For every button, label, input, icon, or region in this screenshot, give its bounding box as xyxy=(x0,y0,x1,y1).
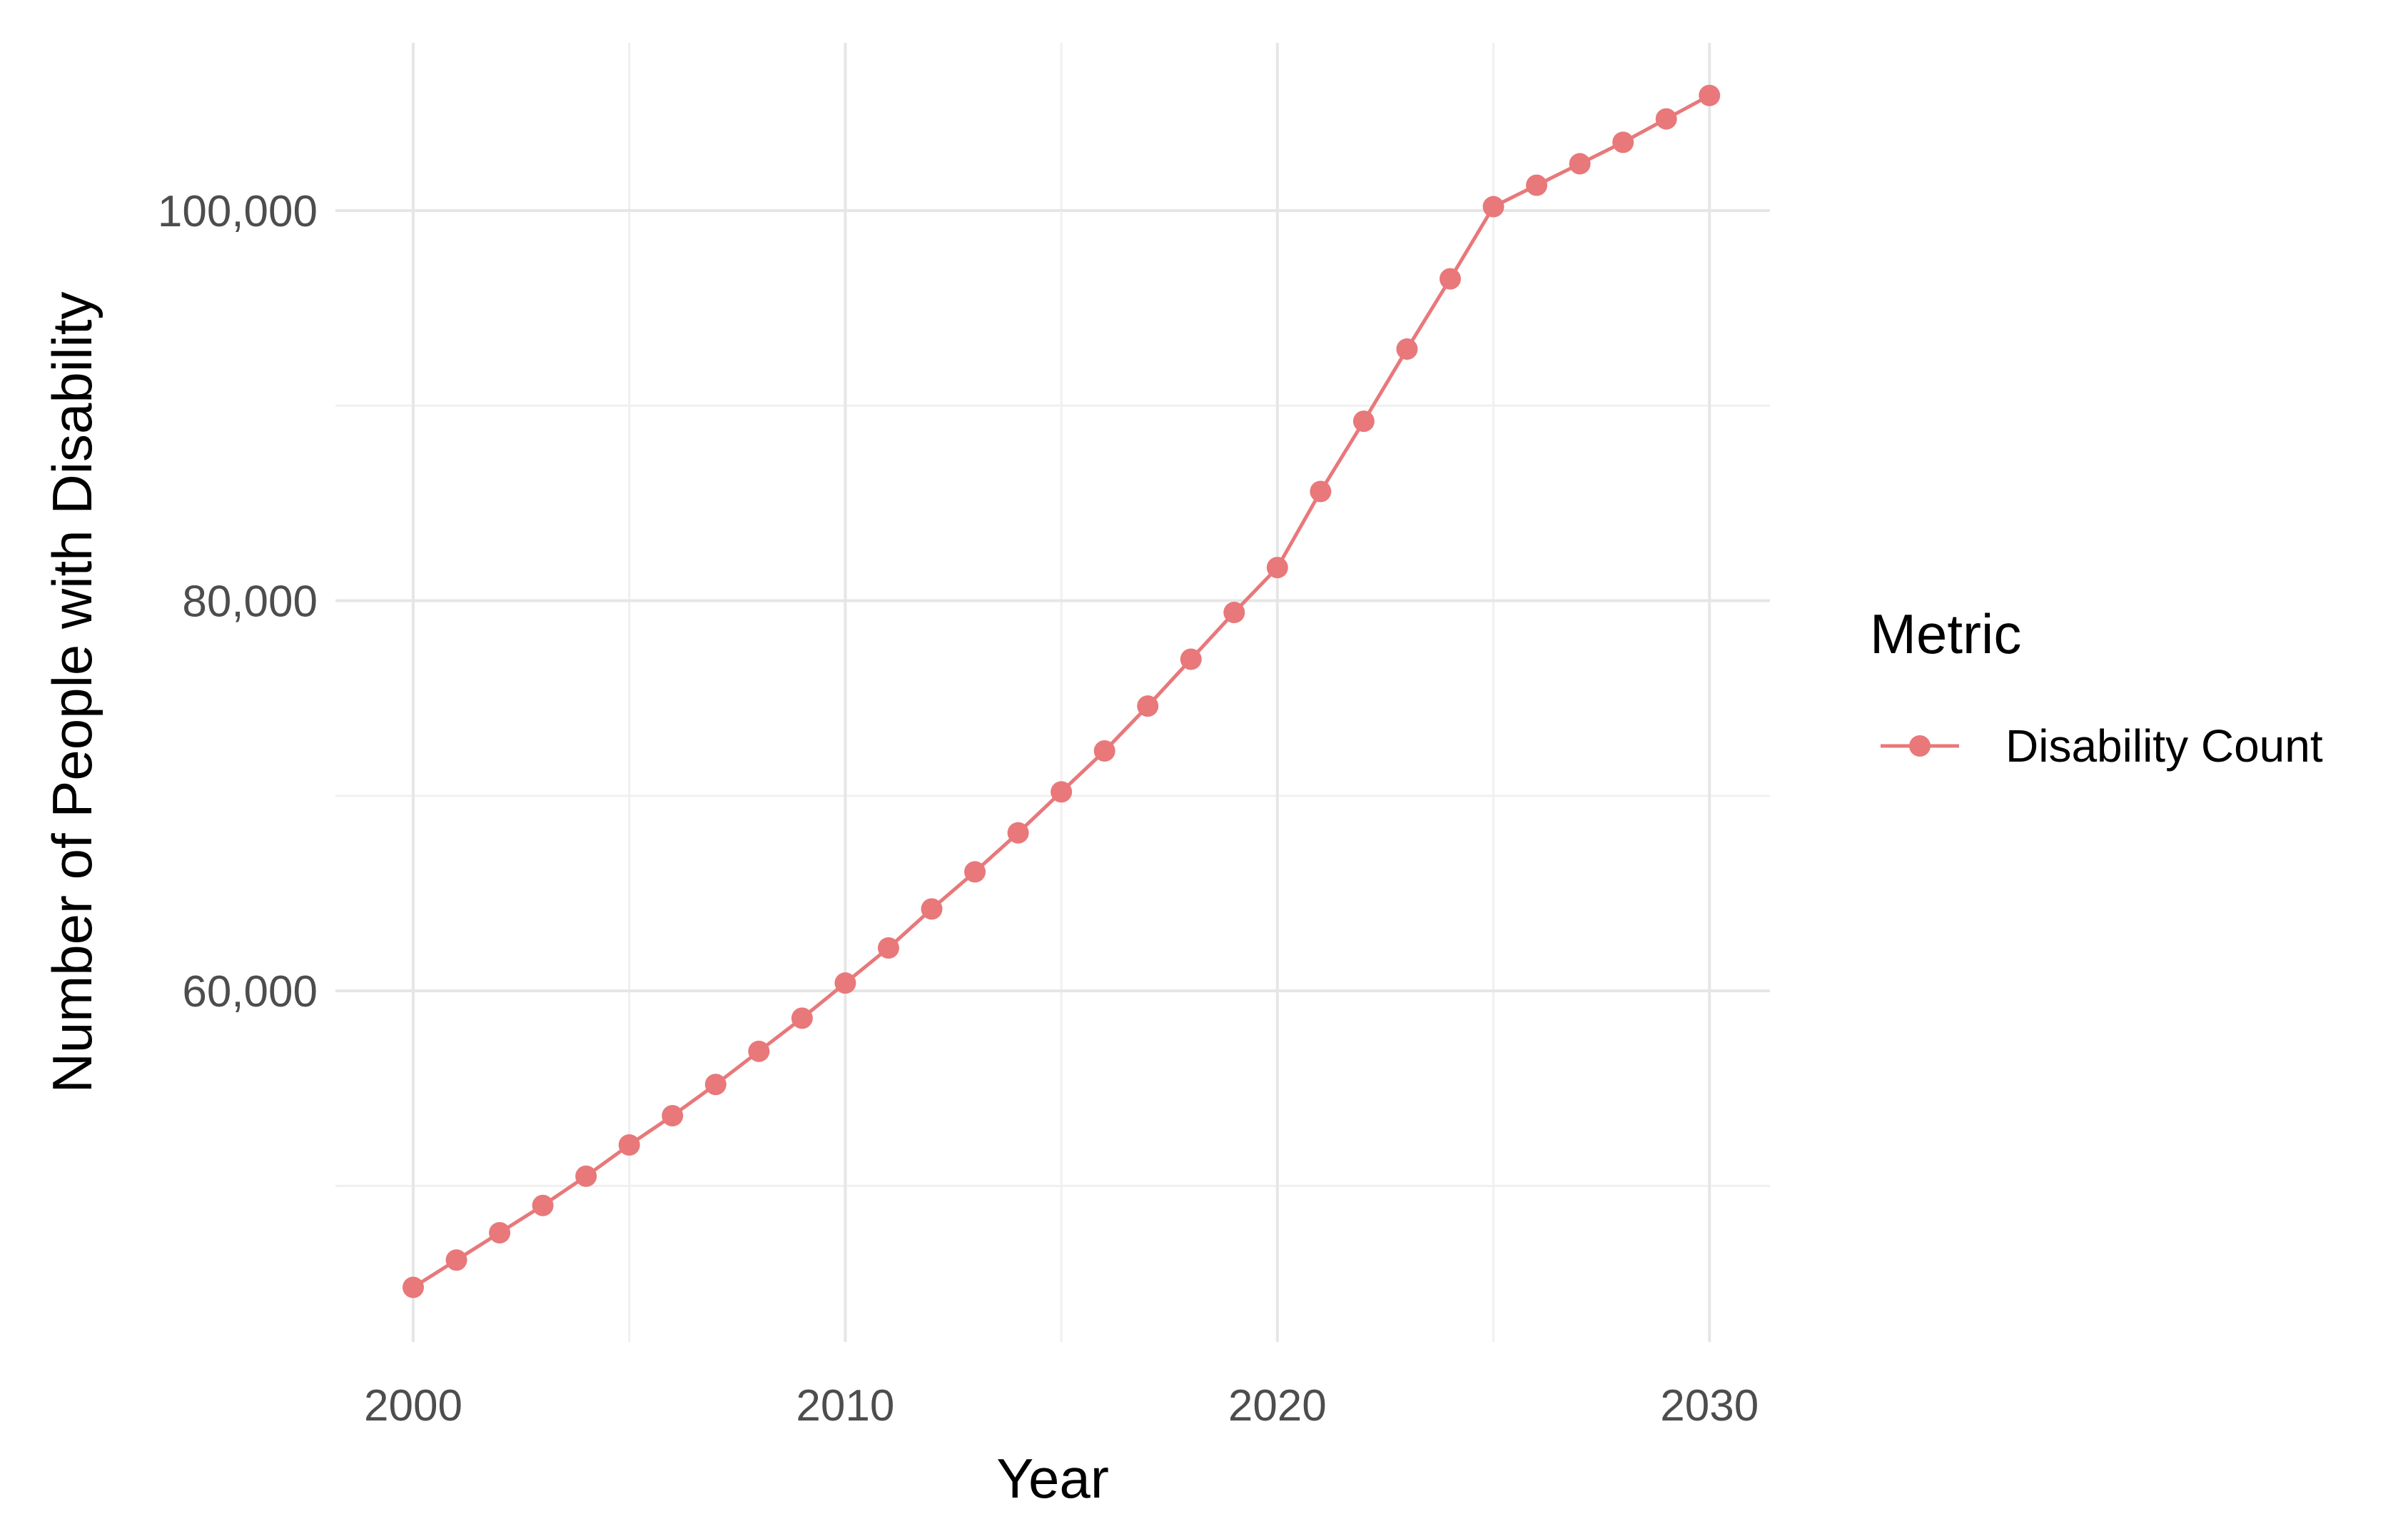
legend-title: Metric xyxy=(1870,602,2021,665)
grid-lines xyxy=(335,43,1770,1342)
data-point xyxy=(402,1276,424,1298)
data-point xyxy=(1137,695,1159,717)
data-point xyxy=(1180,648,1202,670)
data-point xyxy=(1699,84,1721,106)
legend-label: Disability Count xyxy=(2005,720,2323,772)
y-tick-label: 100,000 xyxy=(158,187,318,236)
x-axis-ticks: 2000 2010 2020 2030 xyxy=(364,1381,1759,1430)
data-point xyxy=(489,1221,511,1243)
x-tick-label: 2030 xyxy=(1660,1381,1759,1430)
y-tick-label: 80,000 xyxy=(182,577,318,627)
data-point xyxy=(1482,196,1504,218)
data-point xyxy=(575,1165,597,1187)
y-axis-title: Number of People with Disability xyxy=(41,292,103,1094)
data-point xyxy=(1612,131,1634,153)
legend: Metric Disability Count xyxy=(1870,602,2323,772)
data-point xyxy=(791,1007,813,1029)
data-point xyxy=(1007,822,1029,844)
data-point xyxy=(1093,740,1116,762)
x-tick-label: 2020 xyxy=(1228,1381,1327,1430)
data-point xyxy=(1396,338,1418,360)
data-point xyxy=(834,972,856,994)
series-layer xyxy=(402,84,1721,1298)
data-point xyxy=(1051,781,1073,803)
data-point xyxy=(1655,108,1677,130)
x-axis-title: Year xyxy=(996,1447,1109,1510)
data-point xyxy=(1352,410,1375,433)
data-point xyxy=(445,1249,467,1271)
data-point xyxy=(921,898,943,920)
legend-key xyxy=(1881,735,1959,757)
x-tick-label: 2000 xyxy=(364,1381,462,1430)
data-point xyxy=(1223,601,1245,623)
data-point xyxy=(618,1134,640,1156)
data-point xyxy=(532,1194,554,1216)
data-point xyxy=(964,861,986,883)
data-point xyxy=(877,937,899,959)
data-point xyxy=(1439,268,1461,290)
data-point xyxy=(1526,174,1548,196)
data-point xyxy=(662,1105,684,1127)
y-axis-ticks: 60,000 80,000 100,000 xyxy=(158,187,318,1016)
x-tick-label: 2010 xyxy=(796,1381,894,1430)
legend-items: Disability Count xyxy=(1881,720,2323,772)
data-point xyxy=(1266,557,1288,579)
data-point xyxy=(748,1040,770,1062)
data-point xyxy=(1310,480,1332,503)
data-point xyxy=(704,1074,727,1096)
data-point xyxy=(1569,153,1591,175)
y-tick-label: 60,000 xyxy=(182,967,318,1016)
